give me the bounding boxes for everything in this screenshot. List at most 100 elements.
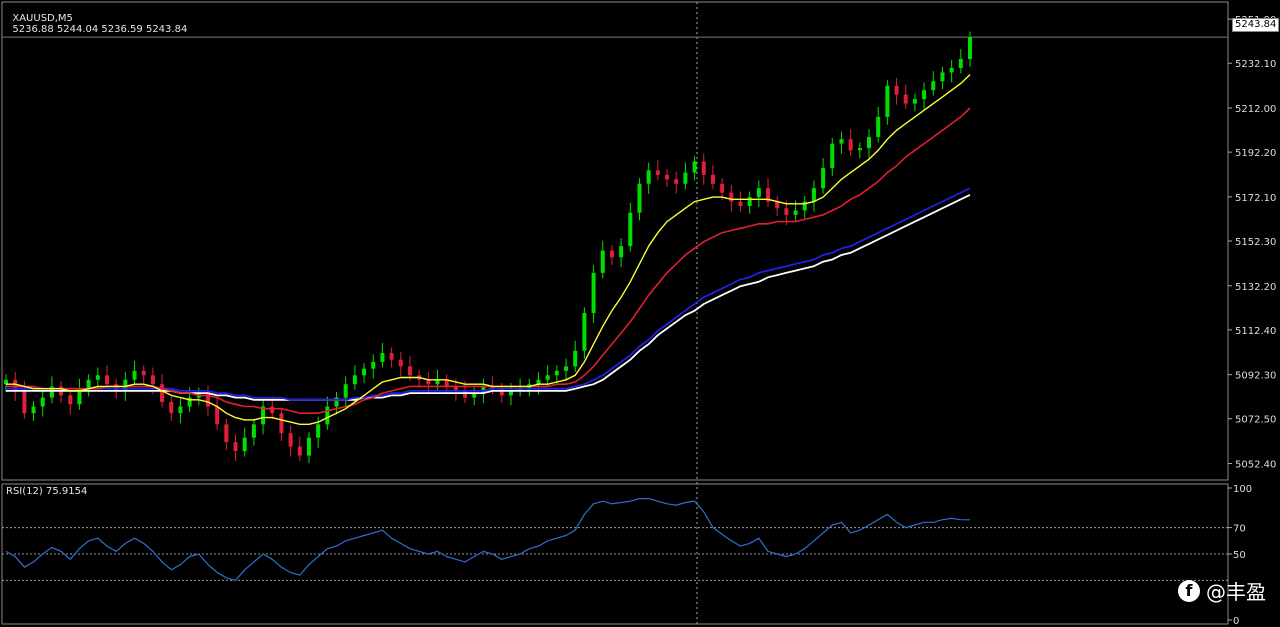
symbol-label: XAUUSD,M5 bbox=[12, 13, 73, 24]
candle-body bbox=[876, 116, 881, 137]
candle-body bbox=[637, 183, 642, 213]
candle-body bbox=[398, 359, 403, 367]
candle-body bbox=[316, 424, 321, 438]
candle-body bbox=[857, 148, 862, 151]
candle-body bbox=[564, 366, 569, 371]
candle-body bbox=[77, 388, 82, 405]
candle-body bbox=[233, 442, 238, 452]
candle-body bbox=[407, 366, 412, 376]
candle-body bbox=[885, 85, 890, 117]
ohlc-values: 5236.88 5244.04 5236.59 5243.84 bbox=[12, 24, 188, 35]
rsi-tick-label: 50 bbox=[1233, 550, 1246, 561]
candle-body bbox=[518, 388, 523, 391]
candle-body bbox=[619, 246, 624, 258]
candle-body bbox=[922, 90, 927, 100]
watermark: f @丰盈 bbox=[1178, 576, 1266, 605]
candle-body bbox=[802, 201, 807, 211]
candle-body bbox=[536, 379, 541, 385]
candle-body bbox=[242, 437, 247, 452]
candle-body bbox=[867, 136, 872, 149]
rsi-tick-label: 100 bbox=[1233, 484, 1252, 495]
rsi-line bbox=[5, 498, 971, 582]
rsi-tick-label: 0 bbox=[1233, 616, 1239, 627]
candle-body bbox=[839, 139, 844, 144]
candle-body bbox=[40, 397, 45, 407]
price-tick-label: 5092.30 bbox=[1235, 371, 1276, 382]
candle-body bbox=[811, 188, 816, 202]
candle-body bbox=[665, 174, 670, 180]
candle-body bbox=[279, 413, 284, 434]
candle-body bbox=[490, 386, 495, 389]
candle-body bbox=[86, 379, 91, 389]
candle-body bbox=[481, 386, 486, 394]
candle-body bbox=[848, 139, 853, 151]
candle-body bbox=[288, 433, 293, 447]
candle-body bbox=[270, 406, 275, 414]
candle-body bbox=[22, 390, 27, 414]
candle-body bbox=[453, 386, 458, 391]
candle-body bbox=[912, 99, 917, 104]
candle-body bbox=[123, 379, 128, 391]
candle-body bbox=[251, 424, 256, 438]
candle-body bbox=[710, 174, 715, 184]
candle-body bbox=[49, 386, 54, 398]
price-tick-label: 5152.30 bbox=[1235, 237, 1276, 248]
candle-body bbox=[968, 37, 972, 60]
candle-body bbox=[463, 390, 468, 398]
rsi-tick-label: 70 bbox=[1233, 524, 1246, 535]
candle-body bbox=[958, 59, 963, 68]
candle-body bbox=[545, 375, 550, 380]
candle-body bbox=[821, 168, 826, 189]
candle-body bbox=[554, 370, 559, 376]
candle-body bbox=[389, 353, 394, 360]
ma-mid-line bbox=[6, 107, 971, 415]
candle-body bbox=[178, 406, 183, 414]
candle-body bbox=[444, 379, 449, 387]
candle-body bbox=[132, 370, 137, 380]
candle-body bbox=[591, 272, 596, 313]
candle-body bbox=[747, 197, 752, 207]
candle-body bbox=[655, 170, 660, 175]
candle-body bbox=[371, 361, 376, 369]
candle-body bbox=[169, 402, 174, 414]
candle-body bbox=[31, 406, 36, 414]
candle-body bbox=[205, 393, 210, 407]
candle-body bbox=[104, 375, 109, 385]
rsi-label: RSI(12) 75.9154 bbox=[6, 486, 88, 497]
candle-body bbox=[13, 379, 18, 391]
price-tick-label: 5052.40 bbox=[1235, 460, 1276, 471]
candle-body bbox=[775, 201, 780, 209]
candle-body bbox=[931, 81, 936, 91]
candle-body bbox=[894, 85, 899, 95]
candle-body bbox=[435, 379, 440, 385]
candle-body bbox=[738, 201, 743, 207]
ma-long-line bbox=[6, 194, 971, 401]
candle-body bbox=[903, 94, 908, 104]
candle-body bbox=[949, 67, 954, 73]
candle-body bbox=[4, 379, 8, 385]
candle-body bbox=[600, 250, 605, 273]
candle-body bbox=[68, 395, 73, 405]
candle-body bbox=[95, 375, 100, 380]
candle-body bbox=[729, 192, 734, 202]
price-tick-label: 5172.10 bbox=[1235, 193, 1276, 204]
ma-slow-line bbox=[6, 187, 971, 401]
candle-body bbox=[499, 388, 504, 396]
candle-body bbox=[362, 368, 367, 376]
candle-body bbox=[224, 424, 229, 443]
candle-body bbox=[701, 161, 706, 175]
price-tick-label: 5072.50 bbox=[1235, 415, 1276, 426]
price-tick-label: 5192.20 bbox=[1235, 148, 1276, 159]
candle-body bbox=[508, 390, 513, 396]
price-tick-label: 5132.20 bbox=[1235, 282, 1276, 293]
price-tick-label: 5112.40 bbox=[1235, 326, 1276, 337]
chart-header: XAUUSD,M5 5236.88 5244.04 5236.59 5243.8… bbox=[6, 2, 187, 35]
candle-body bbox=[215, 406, 220, 425]
candle-body bbox=[343, 384, 348, 398]
candle-body bbox=[380, 353, 385, 362]
candle-body bbox=[426, 379, 431, 385]
candle-body bbox=[141, 370, 146, 376]
facebook-icon: f bbox=[1178, 579, 1200, 602]
candle-body bbox=[573, 350, 578, 367]
